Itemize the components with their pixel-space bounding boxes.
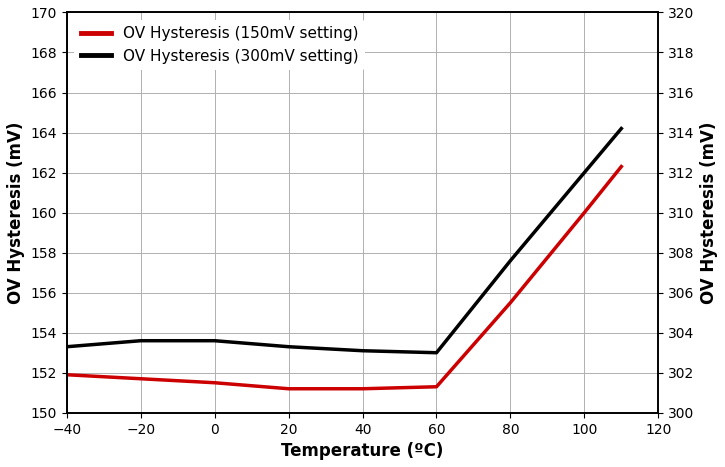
Legend: OV Hysteresis (150mV setting), OV Hysteresis (300mV setting): OV Hysteresis (150mV setting), OV Hyster… bbox=[75, 20, 365, 70]
Y-axis label: OV Hysteresis (mV): OV Hysteresis (mV) bbox=[7, 121, 25, 304]
X-axis label: Temperature (ºC): Temperature (ºC) bbox=[281, 442, 444, 460]
Y-axis label: OV Hysteresis (mV): OV Hysteresis (mV) bbox=[700, 121, 718, 304]
